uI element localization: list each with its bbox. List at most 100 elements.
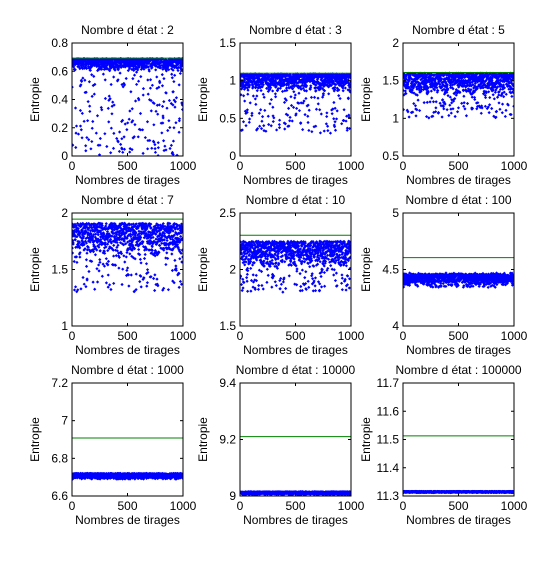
data-point [325, 114, 329, 119]
data-point [145, 284, 149, 288]
data-point [464, 114, 469, 118]
data-point [254, 102, 258, 106]
data-point [266, 77, 271, 81]
data-point [459, 76, 464, 81]
data-point [448, 95, 452, 99]
data-point [316, 253, 320, 257]
data-point [306, 261, 310, 266]
data-point [295, 253, 299, 258]
data-point [442, 107, 446, 111]
data-point [99, 229, 103, 233]
x-tick-label: 500 [285, 159, 305, 173]
data-point [483, 93, 487, 97]
data-point [284, 98, 288, 102]
data-point [462, 104, 466, 108]
data-point [334, 240, 338, 244]
data-point [103, 96, 108, 101]
data-point [417, 81, 421, 85]
data-point [438, 101, 442, 105]
data-point [333, 87, 337, 92]
x-tick-label: 0 [69, 329, 76, 343]
data-point [111, 146, 116, 150]
data-point [244, 124, 248, 128]
data-point [77, 240, 82, 244]
data-point [430, 80, 434, 84]
data-point [79, 223, 84, 227]
data-point [330, 267, 334, 271]
data-point [180, 107, 183, 112]
data-point [285, 88, 289, 93]
data-point [73, 68, 77, 72]
data-point [73, 238, 77, 242]
data-point [285, 247, 289, 252]
data-point [145, 62, 149, 66]
y-tick-label: 1 [392, 111, 399, 125]
data-point [142, 256, 147, 261]
data-point [304, 287, 308, 292]
data-point [251, 273, 255, 277]
data-point [121, 85, 125, 89]
data-point [254, 279, 259, 283]
data-point [136, 226, 140, 230]
data-point [404, 80, 408, 84]
data-point [73, 285, 78, 289]
data-point [320, 256, 324, 260]
data-point [326, 242, 330, 246]
data-point [294, 79, 298, 83]
data-point [509, 91, 513, 95]
data-point [244, 255, 248, 259]
data-point [257, 84, 262, 88]
data-point [282, 100, 287, 105]
data-point [95, 267, 99, 271]
data-point [304, 270, 308, 274]
data-point [413, 82, 417, 86]
data-point [253, 246, 258, 250]
data-point [244, 260, 248, 264]
data-point [300, 253, 304, 257]
data-point [455, 88, 459, 92]
data-point [298, 80, 302, 84]
data-point [269, 241, 273, 246]
data-point [427, 78, 431, 82]
data-point [163, 60, 167, 64]
data-point [316, 262, 320, 266]
data-point [478, 105, 482, 110]
data-point [162, 232, 167, 236]
data-point [109, 82, 113, 87]
data-point [114, 232, 119, 237]
data-point [310, 250, 314, 254]
data-point [311, 289, 315, 293]
data-point [466, 87, 470, 91]
data-point [251, 285, 255, 289]
data-point [163, 224, 167, 228]
data-point [241, 120, 246, 124]
data-point [98, 136, 102, 141]
data-point [318, 85, 323, 89]
y-tick-label: 0.4 [51, 93, 68, 107]
data-point [502, 86, 507, 90]
data-point [171, 139, 176, 143]
data-point [504, 79, 509, 83]
data-point [259, 269, 264, 274]
data-point [313, 80, 317, 84]
data-point [483, 95, 488, 100]
data-point [475, 85, 479, 89]
x-axis-label: Nombres de tirages [75, 173, 180, 187]
data-point [276, 257, 280, 261]
data-point [164, 148, 168, 152]
data-point [318, 260, 322, 264]
data-point [163, 67, 167, 71]
data-point [276, 255, 280, 259]
data-point [156, 141, 160, 145]
data-point [431, 100, 436, 104]
data-point [267, 241, 272, 245]
data-point [107, 94, 111, 98]
data-point [178, 257, 182, 261]
y-tick-label: 0 [229, 149, 236, 163]
data-point [459, 79, 463, 84]
data-point [487, 86, 491, 90]
data-point [175, 153, 179, 156]
data-point [88, 68, 93, 72]
data-point [428, 75, 433, 79]
data-point [292, 90, 296, 94]
